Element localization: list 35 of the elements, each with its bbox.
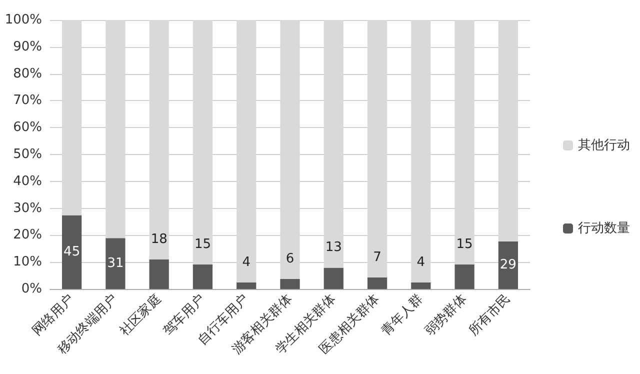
annotation: 6 bbox=[286, 252, 294, 267]
bar bbox=[106, 238, 126, 289]
y-tick-label: 100% bbox=[4, 12, 42, 28]
bar bbox=[324, 268, 344, 289]
y-tick-label: 30% bbox=[13, 200, 42, 216]
annotation: 4 bbox=[242, 255, 251, 270]
y-tick-label: 20% bbox=[13, 228, 42, 243]
bar bbox=[454, 264, 474, 289]
y-tick-label: 0% bbox=[21, 282, 42, 296]
bar bbox=[367, 277, 388, 289]
y-tick-label: 90% bbox=[13, 39, 42, 54]
legend-label: 其他行动 bbox=[578, 138, 630, 153]
bar bbox=[192, 264, 213, 289]
annotation: 15 bbox=[194, 237, 211, 252]
annotation: 13 bbox=[325, 240, 342, 256]
annotation: 4 bbox=[416, 255, 426, 270]
y-tick-label: 10% bbox=[13, 254, 42, 270]
bar bbox=[280, 279, 300, 289]
bar bbox=[498, 241, 518, 289]
annotation: 31 bbox=[107, 256, 124, 272]
bar bbox=[62, 215, 82, 289]
legend-label: 行动数量 bbox=[578, 221, 630, 236]
annotation: 29 bbox=[500, 258, 516, 273]
y-tick-label: 80% bbox=[13, 66, 42, 82]
y-tick-label: 60% bbox=[13, 120, 42, 136]
bar bbox=[149, 259, 169, 289]
bar bbox=[236, 282, 256, 289]
annotation: 7 bbox=[373, 250, 382, 265]
y-tick-label: 40% bbox=[13, 174, 42, 189]
y-tick-label: 70% bbox=[13, 93, 42, 108]
annotation: 18 bbox=[150, 232, 168, 247]
bar bbox=[411, 282, 431, 289]
annotation: 45 bbox=[64, 244, 80, 260]
y-tick-label: 50% bbox=[13, 147, 42, 162]
annotation: 15 bbox=[456, 237, 473, 252]
